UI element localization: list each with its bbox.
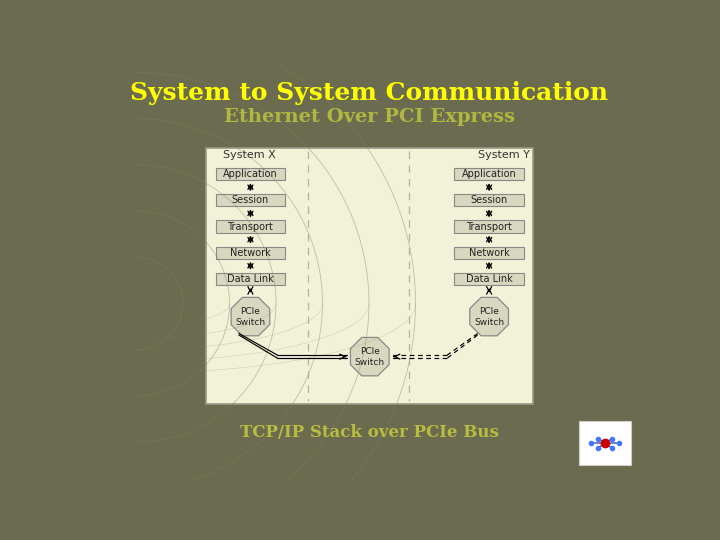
FancyBboxPatch shape — [215, 194, 285, 206]
FancyBboxPatch shape — [206, 148, 534, 403]
Text: Application: Application — [223, 169, 278, 179]
FancyBboxPatch shape — [215, 273, 285, 285]
Text: System Y: System Y — [477, 150, 529, 160]
Text: Ethernet Over PCI Express: Ethernet Over PCI Express — [223, 108, 515, 126]
FancyBboxPatch shape — [454, 194, 524, 206]
Text: Network: Network — [469, 248, 510, 258]
Text: Session: Session — [470, 195, 508, 205]
Text: System X: System X — [223, 150, 276, 160]
Text: System to System Communication: System to System Communication — [130, 80, 608, 105]
FancyBboxPatch shape — [215, 220, 285, 233]
Text: Transport: Transport — [466, 221, 512, 232]
FancyBboxPatch shape — [579, 421, 631, 465]
Text: Application: Application — [462, 169, 516, 179]
Text: PCIe
Switch: PCIe Switch — [355, 347, 384, 367]
FancyBboxPatch shape — [454, 247, 524, 259]
Text: PCIe
Switch: PCIe Switch — [235, 307, 266, 327]
Text: PCIe
Switch: PCIe Switch — [474, 307, 504, 327]
Text: TCP/IP Stack over PCIe Bus: TCP/IP Stack over PCIe Bus — [240, 424, 499, 441]
FancyBboxPatch shape — [215, 247, 285, 259]
Polygon shape — [231, 298, 270, 336]
FancyBboxPatch shape — [215, 168, 285, 180]
Polygon shape — [351, 338, 389, 376]
Text: Transport: Transport — [228, 221, 274, 232]
FancyBboxPatch shape — [454, 220, 524, 233]
Text: Data Link: Data Link — [466, 274, 513, 284]
FancyBboxPatch shape — [454, 273, 524, 285]
Text: Session: Session — [232, 195, 269, 205]
FancyBboxPatch shape — [454, 168, 524, 180]
Polygon shape — [469, 298, 508, 336]
Text: Data Link: Data Link — [227, 274, 274, 284]
Text: Network: Network — [230, 248, 271, 258]
